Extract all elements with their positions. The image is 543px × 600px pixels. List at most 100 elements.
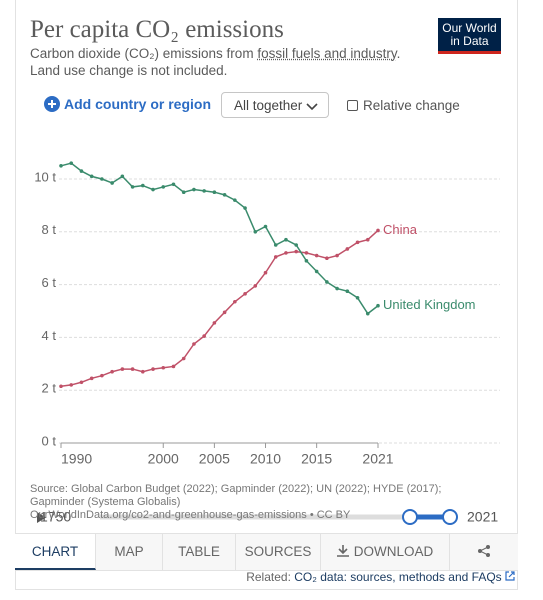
play-button[interactable] [37,512,46,523]
data-point [120,367,125,371]
data-point [314,269,319,274]
share-icon [478,545,490,557]
add-country-button[interactable]: Add country or region [44,96,211,112]
data-point [325,280,329,284]
data-point [120,174,125,179]
y-tick-label: 2 t [42,381,57,396]
data-point [284,237,288,242]
related-link[interactable]: CO₂ data: sources, methods and FAQs [294,570,502,584]
source-text: Source: Global Carbon Budget (2022); Gap… [30,483,442,508]
data-point [79,169,84,173]
x-tick-label: 1990 [61,451,92,467]
mode-dropdown[interactable]: All together [221,92,329,118]
data-point [89,376,94,381]
tab-label: SOURCES [244,544,312,559]
x-tick-label: 2015 [301,451,332,467]
series-label: China [383,222,418,237]
data-point [325,256,329,261]
data-point [335,286,339,291]
data-point [59,384,63,389]
tab[interactable]: SOURCES [236,534,321,570]
x-tick-label: 2010 [250,451,281,467]
data-point [161,185,166,189]
x-tick-label: 2000 [148,451,179,467]
data-point [345,289,350,294]
tab[interactable]: TABLE [163,534,236,570]
source: Source: Global Carbon Budget (2022); Gap… [30,483,480,522]
data-point [141,183,145,188]
tab-label: CHART [31,544,79,559]
data-point [335,253,339,258]
data-point [263,224,268,229]
data-point [355,296,360,300]
data-point [212,190,217,194]
data-point [151,187,155,192]
source-url[interactable]: OurWorldInData.org/co2-and-greenhouse-ga… [30,509,351,521]
y-tick-label: 8 t [42,222,57,237]
data-point [141,369,145,374]
data-point [376,303,380,308]
data-point [243,292,247,296]
checkbox[interactable] [347,100,358,111]
data-point [294,249,298,254]
data-point [376,228,380,233]
data-point [233,198,237,202]
tab[interactable]: DOWNLOAD [321,534,450,570]
data-point [171,364,176,369]
data-point [355,240,360,245]
data-point [69,161,74,165]
series-line [60,229,379,387]
data-point [59,164,63,168]
x-tick-label: 2005 [199,451,230,467]
data-point [130,367,135,371]
data-point [263,270,268,275]
data-point [100,373,104,378]
related-prefix: Related: [246,570,295,584]
y-tick-label: 10 t [34,169,56,184]
logo[interactable]: Our World in Data [438,18,501,54]
data-point [110,181,114,185]
tab[interactable]: MAP [96,534,163,570]
subtitle-link[interactable]: fossil fuels and industry [257,46,397,61]
data-point [314,253,319,258]
share-tab[interactable] [450,534,518,570]
subtitle-text: . Land use change is not included. [30,46,401,78]
data-point [151,367,155,371]
data-point [89,174,94,179]
mode-label: All together [234,98,303,113]
subtitle-text: Carbon dioxide (CO₂) emissions from [30,46,258,61]
timeline-end: 2021 [467,509,498,525]
data-point [181,190,186,194]
data-point [304,251,309,255]
tab-label: DOWNLOAD [353,544,434,559]
data-point [202,334,206,338]
data-point [192,187,196,192]
plus-icon [44,96,60,112]
series-label: United Kingdom [383,297,476,312]
title: Per capita CO₂ emissions [30,16,284,43]
y-tick-label: 0 t [42,433,57,448]
data-point [161,365,166,370]
tab-bar: CHART MAP TABLE SOURCES DOWNLOAD [15,533,518,571]
data-point [253,230,258,234]
relative-toggle[interactable]: Relative change [347,98,460,113]
y-tick-label: 6 t [42,275,57,290]
data-point [273,255,278,259]
timeline-handle[interactable] [402,509,418,525]
data-point [345,247,350,251]
tab[interactable]: CHART [15,534,96,570]
logo-line: Our World [442,21,497,35]
data-point [294,243,298,247]
timeline-start: 1750 [40,509,71,525]
tab-label: TABLE [178,544,220,559]
data-point [243,206,247,210]
data-point [365,237,370,242]
card [15,0,518,590]
data-point [222,193,227,197]
related: Related: CO₂ data: sources, methods and … [246,570,515,584]
data-point [233,299,237,304]
tab-label: MAP [114,544,144,559]
x-tick-label: 2021 [362,451,393,467]
timeline-handle[interactable] [442,509,458,525]
data-point [192,342,196,346]
